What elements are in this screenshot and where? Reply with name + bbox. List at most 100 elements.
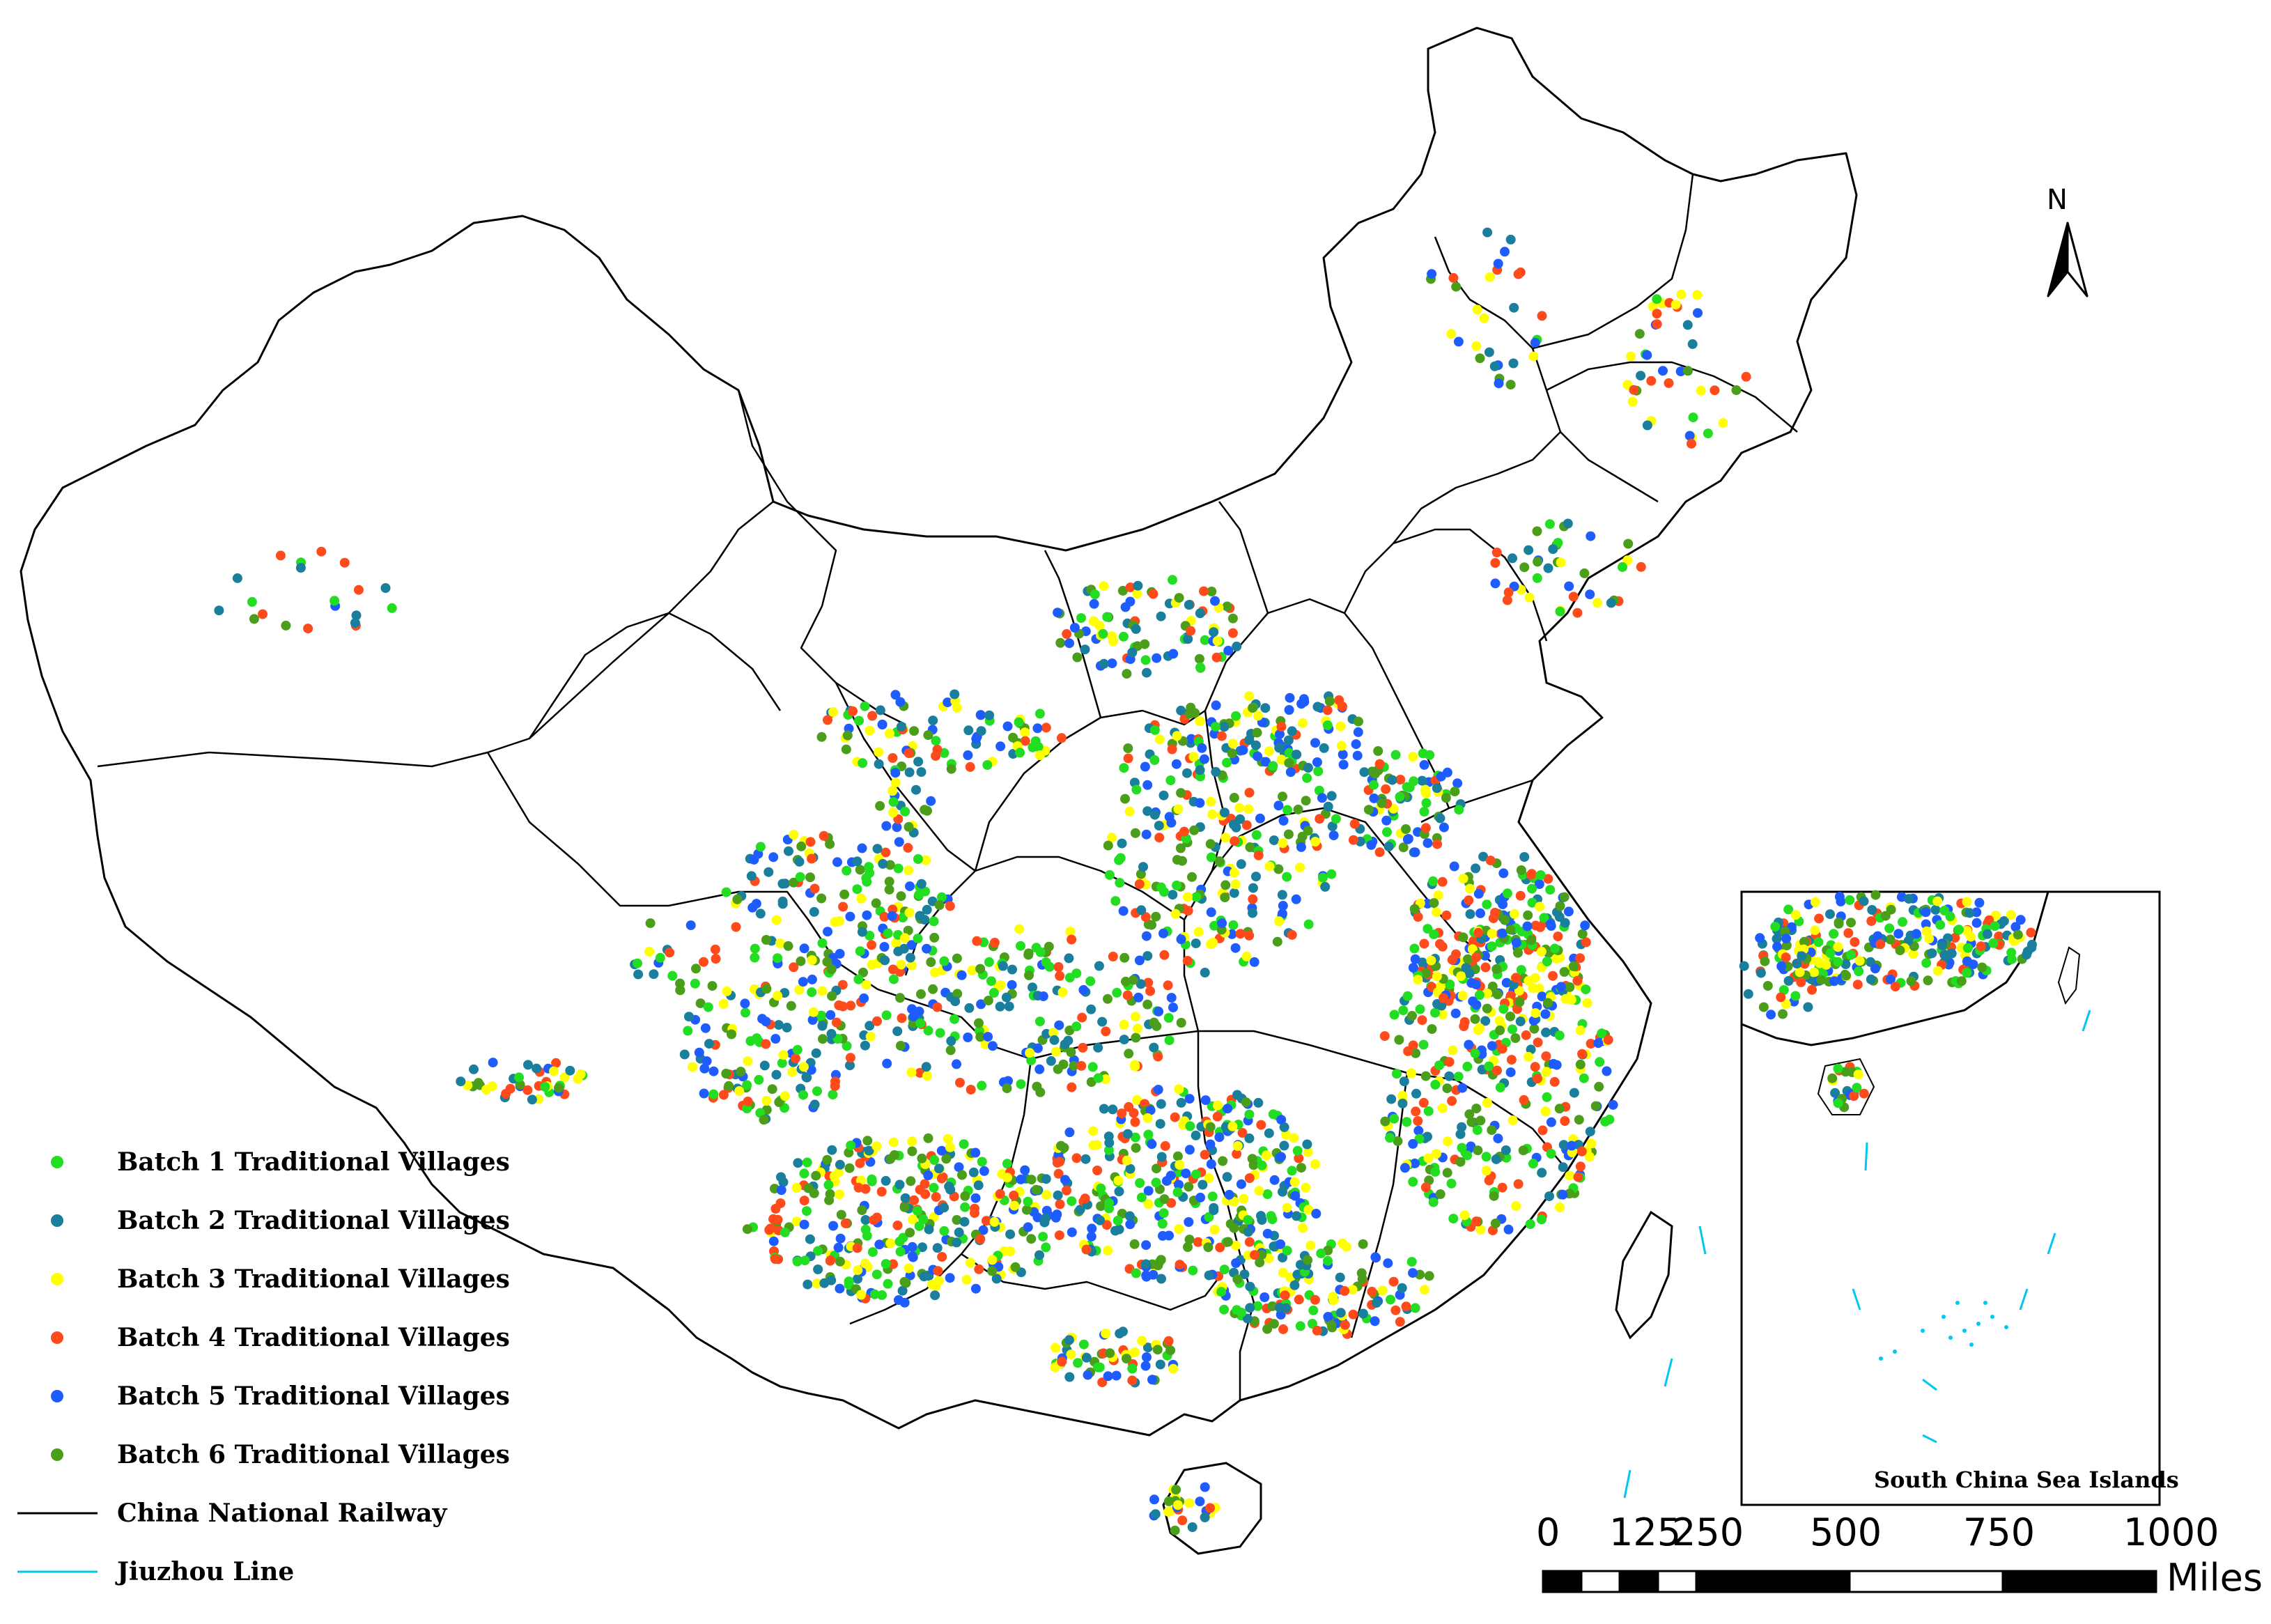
village-dot bbox=[1935, 920, 1946, 930]
village-dot bbox=[1273, 801, 1284, 811]
village-dot bbox=[844, 1163, 855, 1173]
village-dot bbox=[1358, 1308, 1368, 1319]
village-dot bbox=[1245, 842, 1255, 852]
village-dot bbox=[1248, 883, 1258, 893]
village-dot bbox=[1337, 702, 1347, 711]
village-dot bbox=[1114, 855, 1124, 865]
village-dot bbox=[1080, 1154, 1091, 1164]
village-dot bbox=[1441, 910, 1452, 920]
village-dot bbox=[1652, 309, 1662, 319]
village-dot bbox=[1211, 766, 1221, 777]
inset-islets bbox=[1879, 1301, 2008, 1361]
village-dot bbox=[1317, 872, 1328, 883]
village-dot bbox=[858, 758, 868, 768]
village-dot bbox=[1427, 1024, 1437, 1034]
village-dot bbox=[1176, 788, 1186, 798]
village-dot bbox=[896, 959, 906, 970]
village-dot bbox=[1954, 925, 1964, 935]
village-dot bbox=[875, 705, 885, 716]
village-dot bbox=[1567, 1140, 1577, 1151]
village-dot bbox=[1105, 1348, 1115, 1359]
village-dot bbox=[974, 1264, 984, 1274]
village-dot bbox=[846, 1000, 856, 1011]
village-dot bbox=[888, 786, 898, 796]
village-dot bbox=[1200, 968, 1210, 977]
village-dot bbox=[633, 969, 644, 980]
village-dot bbox=[1427, 269, 1437, 279]
village-dot bbox=[1038, 1232, 1048, 1242]
village-dot bbox=[505, 1083, 516, 1094]
village-dot bbox=[1175, 1260, 1185, 1270]
village-dot bbox=[864, 1145, 874, 1156]
village-dot bbox=[1245, 1303, 1255, 1313]
village-dot bbox=[885, 729, 894, 738]
village-dot bbox=[853, 1265, 863, 1276]
village-dot bbox=[1048, 1028, 1059, 1038]
village-dot bbox=[1176, 934, 1186, 945]
village-dot bbox=[1471, 863, 1481, 874]
scale-tick-label: 1000 bbox=[2123, 1510, 2219, 1554]
village-dot bbox=[1500, 915, 1510, 925]
village-dot bbox=[1188, 752, 1199, 762]
village-dot bbox=[1507, 1024, 1517, 1035]
village-dot bbox=[1143, 1129, 1154, 1140]
village-dot bbox=[1443, 1136, 1453, 1147]
village-dot bbox=[1141, 1271, 1152, 1282]
village-dot bbox=[1618, 562, 1627, 572]
village-dot bbox=[1284, 705, 1294, 715]
village-dot bbox=[1142, 1113, 1153, 1123]
village-dot bbox=[1257, 1215, 1267, 1225]
village-dot bbox=[1604, 1114, 1615, 1124]
village-dot bbox=[883, 928, 893, 938]
village-dot bbox=[1235, 814, 1246, 824]
village-dot bbox=[736, 1067, 746, 1077]
village-dot bbox=[828, 1090, 838, 1100]
village-dot bbox=[1505, 380, 1516, 390]
village-dot bbox=[722, 986, 732, 996]
village-dot bbox=[1167, 744, 1177, 755]
village-dot bbox=[1140, 655, 1151, 665]
village-dot bbox=[1524, 545, 1534, 555]
village-dot bbox=[976, 726, 986, 736]
village-dot bbox=[1743, 989, 1753, 999]
village-dot bbox=[1041, 722, 1051, 733]
village-dot bbox=[1164, 812, 1175, 822]
village-dot bbox=[1555, 901, 1565, 911]
village-dot bbox=[1502, 595, 1512, 605]
village-dot bbox=[845, 1053, 855, 1063]
village-dot bbox=[1556, 557, 1566, 568]
village-dot bbox=[1098, 628, 1108, 639]
village-dot bbox=[907, 1004, 917, 1014]
village-dot bbox=[1312, 757, 1322, 767]
village-dot bbox=[1908, 949, 1919, 959]
village-dot bbox=[921, 855, 931, 865]
village-dot bbox=[645, 918, 656, 929]
village-dot bbox=[1122, 1129, 1133, 1139]
village-dot bbox=[1809, 967, 1819, 977]
village-dot bbox=[1429, 929, 1439, 940]
village-dot bbox=[1319, 743, 1329, 753]
village-dot bbox=[1348, 835, 1358, 845]
village-dot bbox=[950, 1014, 959, 1024]
village-dot bbox=[1446, 1178, 1457, 1189]
village-dot bbox=[1141, 829, 1152, 840]
village-dot bbox=[1546, 1117, 1556, 1127]
village-dot bbox=[1983, 929, 1992, 939]
village-dot bbox=[1080, 644, 1090, 655]
village-dot bbox=[1176, 1097, 1186, 1108]
village-dot bbox=[473, 1078, 483, 1088]
village-dot bbox=[1303, 1147, 1313, 1157]
village-dot bbox=[908, 1012, 919, 1022]
village-dot bbox=[1253, 850, 1264, 860]
village-dot bbox=[917, 1153, 927, 1163]
village-dot bbox=[1511, 973, 1521, 983]
village-dot bbox=[1559, 967, 1569, 977]
village-dot bbox=[1141, 1240, 1152, 1251]
village-dot bbox=[1051, 1046, 1061, 1057]
village-dot bbox=[794, 984, 805, 995]
village-dot bbox=[1464, 1039, 1474, 1050]
village-dot bbox=[731, 922, 741, 932]
village-dot bbox=[1103, 993, 1113, 1004]
inset-jiuzhou-line bbox=[1852, 1010, 2091, 1444]
